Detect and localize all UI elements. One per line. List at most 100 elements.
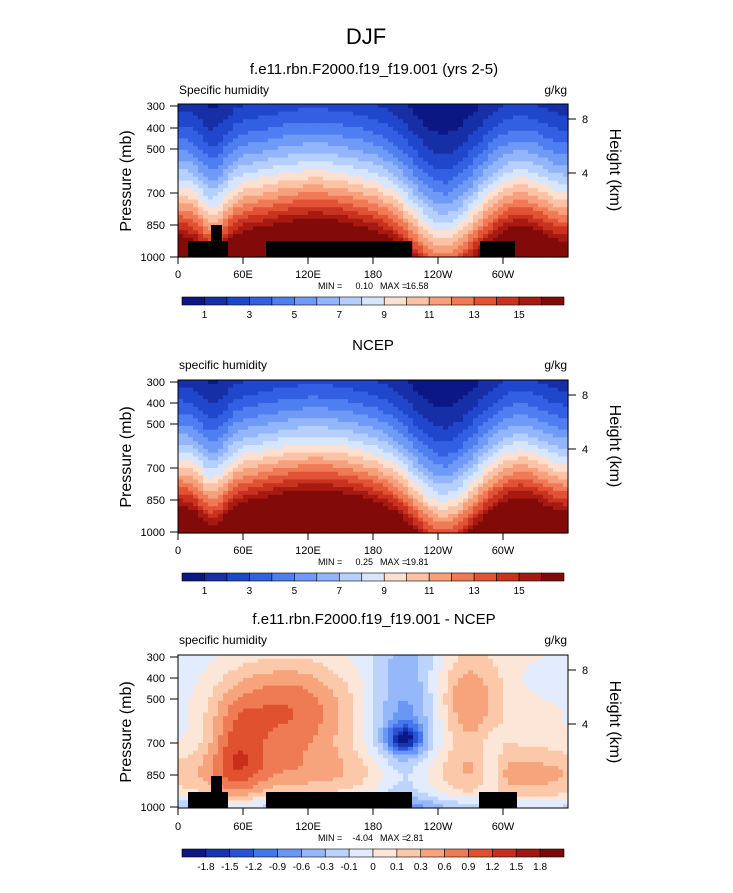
field-cell	[183, 176, 189, 182]
field-cell	[213, 107, 219, 113]
field-cell	[498, 406, 504, 412]
field-cell	[558, 211, 564, 216]
field-cell	[243, 226, 249, 231]
field-cell	[353, 391, 359, 396]
field-cell	[363, 207, 369, 212]
field-cell	[528, 380, 534, 385]
field-cell	[563, 214, 569, 220]
field-cell	[433, 184, 439, 189]
field-cell	[268, 107, 274, 113]
field-cell	[563, 126, 569, 132]
field-cell	[443, 214, 449, 220]
field-cell	[243, 410, 249, 416]
field-cell	[378, 214, 384, 220]
field-cell	[288, 441, 294, 446]
field-cell	[413, 391, 419, 396]
field-cell	[423, 218, 429, 224]
field-cell	[348, 237, 354, 243]
field-cell	[328, 218, 334, 224]
field-cell	[373, 218, 379, 224]
field-cell	[393, 119, 399, 124]
field-cell	[218, 429, 224, 435]
colorbar-swatch	[361, 296, 385, 306]
field-cell	[188, 191, 194, 197]
field-cell	[463, 387, 469, 393]
field-cell	[448, 191, 454, 197]
field-cell	[533, 460, 539, 465]
field-cell	[263, 184, 269, 189]
field-cell	[228, 142, 234, 147]
field-cell	[323, 395, 329, 400]
field-cell	[548, 399, 554, 404]
field-cell	[278, 218, 284, 224]
field-cell	[353, 237, 359, 243]
field-cell	[528, 402, 534, 408]
field-cell	[238, 191, 244, 197]
field-cell	[378, 441, 384, 446]
field-cell	[303, 207, 309, 212]
field-cell	[183, 230, 189, 235]
field-cell	[448, 406, 454, 412]
field-cell	[383, 214, 389, 220]
field-cell	[433, 249, 439, 254]
field-cell	[233, 460, 239, 465]
field-cell	[423, 460, 429, 465]
field-cell	[358, 195, 364, 201]
field-cell	[238, 138, 244, 143]
field-cell	[233, 207, 239, 212]
field-cell	[218, 149, 224, 155]
field-cell	[178, 410, 184, 416]
field-cell	[298, 391, 304, 396]
field-cell	[293, 123, 299, 128]
field-cell	[558, 111, 564, 117]
field-cell	[508, 414, 514, 419]
field-cell	[418, 425, 424, 431]
field-cell	[328, 445, 334, 450]
field-cell	[478, 146, 484, 151]
field-cell	[463, 406, 469, 412]
field-cell	[473, 410, 479, 416]
field-cell	[558, 414, 564, 419]
field-cell	[293, 180, 299, 185]
field-cell	[248, 464, 254, 469]
field-cell	[488, 195, 494, 201]
field-cell	[268, 126, 274, 132]
field-cell	[308, 425, 314, 431]
field-cell	[478, 437, 484, 442]
field-cell	[348, 230, 354, 235]
field-cell	[228, 199, 234, 205]
field-cell	[473, 414, 479, 419]
field-cell	[183, 399, 189, 404]
field-cell	[243, 199, 249, 205]
field-cell	[488, 126, 494, 132]
field-cell	[408, 134, 414, 140]
field-cell	[208, 410, 214, 416]
field-cell	[433, 380, 439, 385]
field-cell	[183, 395, 189, 400]
field-cell	[558, 199, 564, 205]
field-cell	[548, 211, 554, 216]
field-cell	[553, 153, 559, 159]
field-cell	[313, 230, 319, 235]
field-cell	[283, 176, 289, 182]
field-cell	[188, 391, 194, 396]
field-cell	[438, 425, 444, 431]
field-cell	[233, 467, 239, 473]
field-cell	[548, 107, 554, 113]
field-cell	[538, 138, 544, 143]
field-cell	[303, 180, 309, 185]
field-cell	[298, 222, 304, 227]
field-cell	[268, 172, 274, 178]
field-cell	[178, 195, 184, 201]
field-cell	[188, 399, 194, 404]
field-cell	[218, 191, 224, 197]
field-cell	[363, 191, 369, 197]
field-cell	[548, 119, 554, 124]
field-cell	[353, 445, 359, 450]
field-cell	[388, 203, 394, 208]
field-cell	[458, 157, 464, 162]
field-cell	[393, 149, 399, 155]
field-cell	[483, 441, 489, 446]
field-cell	[383, 104, 389, 109]
field-cell	[258, 195, 264, 201]
